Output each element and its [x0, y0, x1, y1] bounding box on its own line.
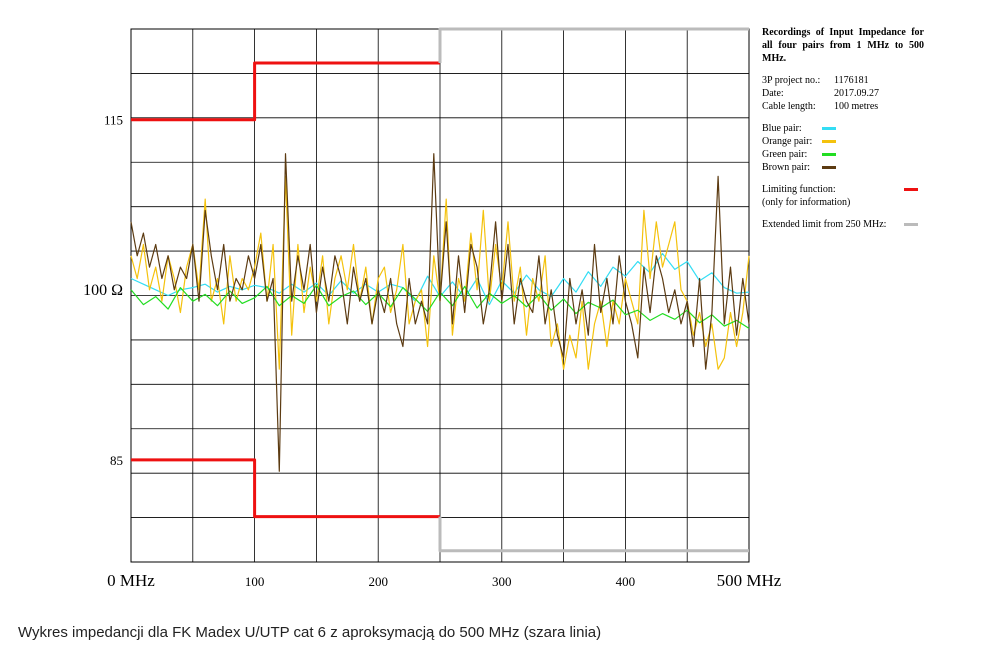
legend-extended: Extended limit from 250 MHz: — [762, 218, 924, 231]
series-line-brown-pair-3 — [130, 153, 750, 472]
meta-date-row: Date: 2017.09.27 — [762, 87, 924, 100]
y-tick-label: 100 Ω — [83, 282, 123, 299]
x-tick-label: 100 — [245, 574, 265, 589]
legend-swatch-orange — [822, 140, 836, 143]
series-line-extended-limit-from-250-mhz-7 — [438, 516, 749, 553]
y-tick-label: 115 — [104, 113, 123, 128]
chart-info-panel: Recordings of Input Impedance for all fo… — [762, 26, 924, 231]
x-tick-label: 500 MHz — [717, 571, 782, 590]
legend-label-blue: Blue pair: — [762, 123, 802, 134]
x-tick-label: 200 — [368, 574, 388, 589]
series-line-limiting-function-5 — [131, 458, 440, 519]
legend-label-extended: Extended limit from 250 MHz: — [762, 219, 887, 230]
date-value: 2017.09.27 — [834, 88, 879, 99]
legend-swatch-limit — [904, 188, 918, 191]
legend-item-blue: Blue pair: — [762, 122, 924, 135]
series-line-extended-limit-from-250-mhz-6 — [438, 27, 749, 63]
figure-caption: Wykres impedancji dla FK Madex U/UTP cat… — [18, 624, 602, 641]
legend-item-green: Green pair: — [762, 148, 924, 161]
project-value: 1176181 — [834, 75, 869, 86]
legend-item-brown: Brown pair: — [762, 161, 924, 174]
cable-value: 100 metres — [834, 101, 879, 112]
series-line-limiting-function-4 — [131, 61, 440, 122]
legend-label-brown: Brown pair: — [762, 162, 811, 173]
x-tick-label: 400 — [616, 574, 636, 589]
legend-label-limit-note: (only for information) — [762, 197, 851, 208]
legend-swatch-brown — [822, 166, 836, 169]
meta-block: 3P project no.: 1176181 Date: 2017.09.27… — [762, 74, 924, 113]
meta-cable-row: Cable length: 100 metres — [762, 100, 924, 113]
legend-pairs: Blue pair: Orange pair: Green pair: Brow… — [762, 122, 924, 174]
legend-swatch-blue — [822, 127, 836, 130]
y-tick-label: 85 — [110, 453, 123, 468]
legend-label-green: Green pair: — [762, 149, 808, 160]
x-tick-label: 0 MHz — [107, 571, 155, 590]
legend-label-limit: Limiting function: — [762, 184, 836, 195]
legend-item-orange: Orange pair: — [762, 135, 924, 148]
legend-item-extended: Extended limit from 250 MHz: — [762, 218, 924, 231]
legend-label-orange: Orange pair: — [762, 136, 813, 147]
legend-item-limit-note: (only for information) — [762, 196, 924, 209]
date-label: Date: — [762, 88, 784, 99]
legend-item-limit: Limiting function: — [762, 183, 924, 196]
x-tick-label: 300 — [492, 574, 512, 589]
meta-project-row: 3P project no.: 1176181 — [762, 74, 924, 87]
cable-label: Cable length: — [762, 101, 816, 112]
legend-swatch-extended — [904, 223, 918, 226]
legend-limit: Limiting function: (only for information… — [762, 183, 924, 209]
project-label: 3P project no.: — [762, 75, 821, 86]
legend-swatch-green — [822, 153, 836, 156]
chart-title: Recordings of Input Impedance for all fo… — [762, 27, 924, 64]
